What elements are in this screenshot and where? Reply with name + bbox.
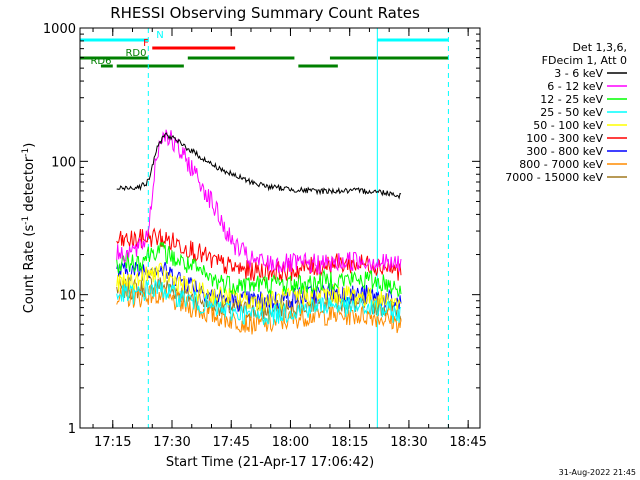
legend-header: Det 1,3,6,	[572, 41, 627, 54]
legend-label: 300 - 800 keV	[526, 145, 603, 158]
footer-timestamp: 31-Aug-2022 21:45	[559, 468, 636, 477]
x-tick-label: 18:15	[331, 435, 368, 450]
annotation-label-n: N	[156, 30, 163, 41]
legend-label: 12 - 25 keV	[540, 93, 603, 106]
series-lines	[116, 129, 402, 335]
y-axis-label-sup1: -1	[21, 216, 31, 225]
y-tick-label: 1000	[43, 22, 76, 37]
x-tick-label: 17:45	[212, 435, 249, 450]
legend-label: 6 - 12 keV	[547, 80, 603, 93]
legend-label: 25 - 50 keV	[540, 106, 603, 119]
legend-label: 100 - 300 keV	[526, 132, 603, 145]
annotation-label-rd0: RD0	[125, 48, 146, 59]
y-tick-label: 1	[68, 422, 76, 437]
x-tick-label: 18:30	[390, 435, 427, 450]
y-axis-label-sup2: -1	[21, 148, 31, 157]
y-axis: 1 10 100 1000	[43, 22, 480, 437]
series-line-4	[116, 262, 402, 312]
series-line-0	[116, 132, 402, 200]
legend-label: 50 - 100 keV	[533, 119, 603, 132]
y-axis-label: Count Rate (s-1 detector-1)	[21, 143, 37, 314]
legend-label: 3 - 6 keV	[554, 67, 603, 80]
x-tick-label: 17:30	[153, 435, 190, 450]
series-line-1	[116, 129, 402, 275]
y-tick-label: 100	[51, 155, 76, 170]
y-axis-label-part1: Count Rate (s	[22, 225, 37, 314]
x-tick-label: 18:00	[272, 435, 309, 450]
y-axis-label-part2: detector	[22, 156, 37, 216]
legend-label: 7000 - 15000 keV	[505, 171, 603, 184]
y-axis-label-part3: )	[22, 143, 37, 148]
legend-label: 800 - 7000 keV	[519, 158, 603, 171]
annotation-label-rd6: RD6	[90, 56, 111, 67]
legend-header: FDecim 1, Att 0	[542, 54, 627, 67]
plot-frame	[79, 27, 481, 429]
y-tick-label: 10	[59, 289, 76, 304]
series-line-2	[116, 241, 402, 298]
x-axis: 17:15 17:30 17:45 18:00 18:15 18:30 18:45	[92, 28, 487, 450]
x-tick-label: 18:45	[449, 435, 486, 450]
chart-title: RHESSI Observing Summary Count Rates	[110, 4, 420, 22]
x-tick-label: 17:15	[94, 435, 131, 450]
annotation-label-f: F	[143, 38, 149, 49]
series-line-3	[116, 278, 402, 326]
x-axis-label: Start Time (21-Apr-17 17:06:42)	[166, 455, 374, 470]
